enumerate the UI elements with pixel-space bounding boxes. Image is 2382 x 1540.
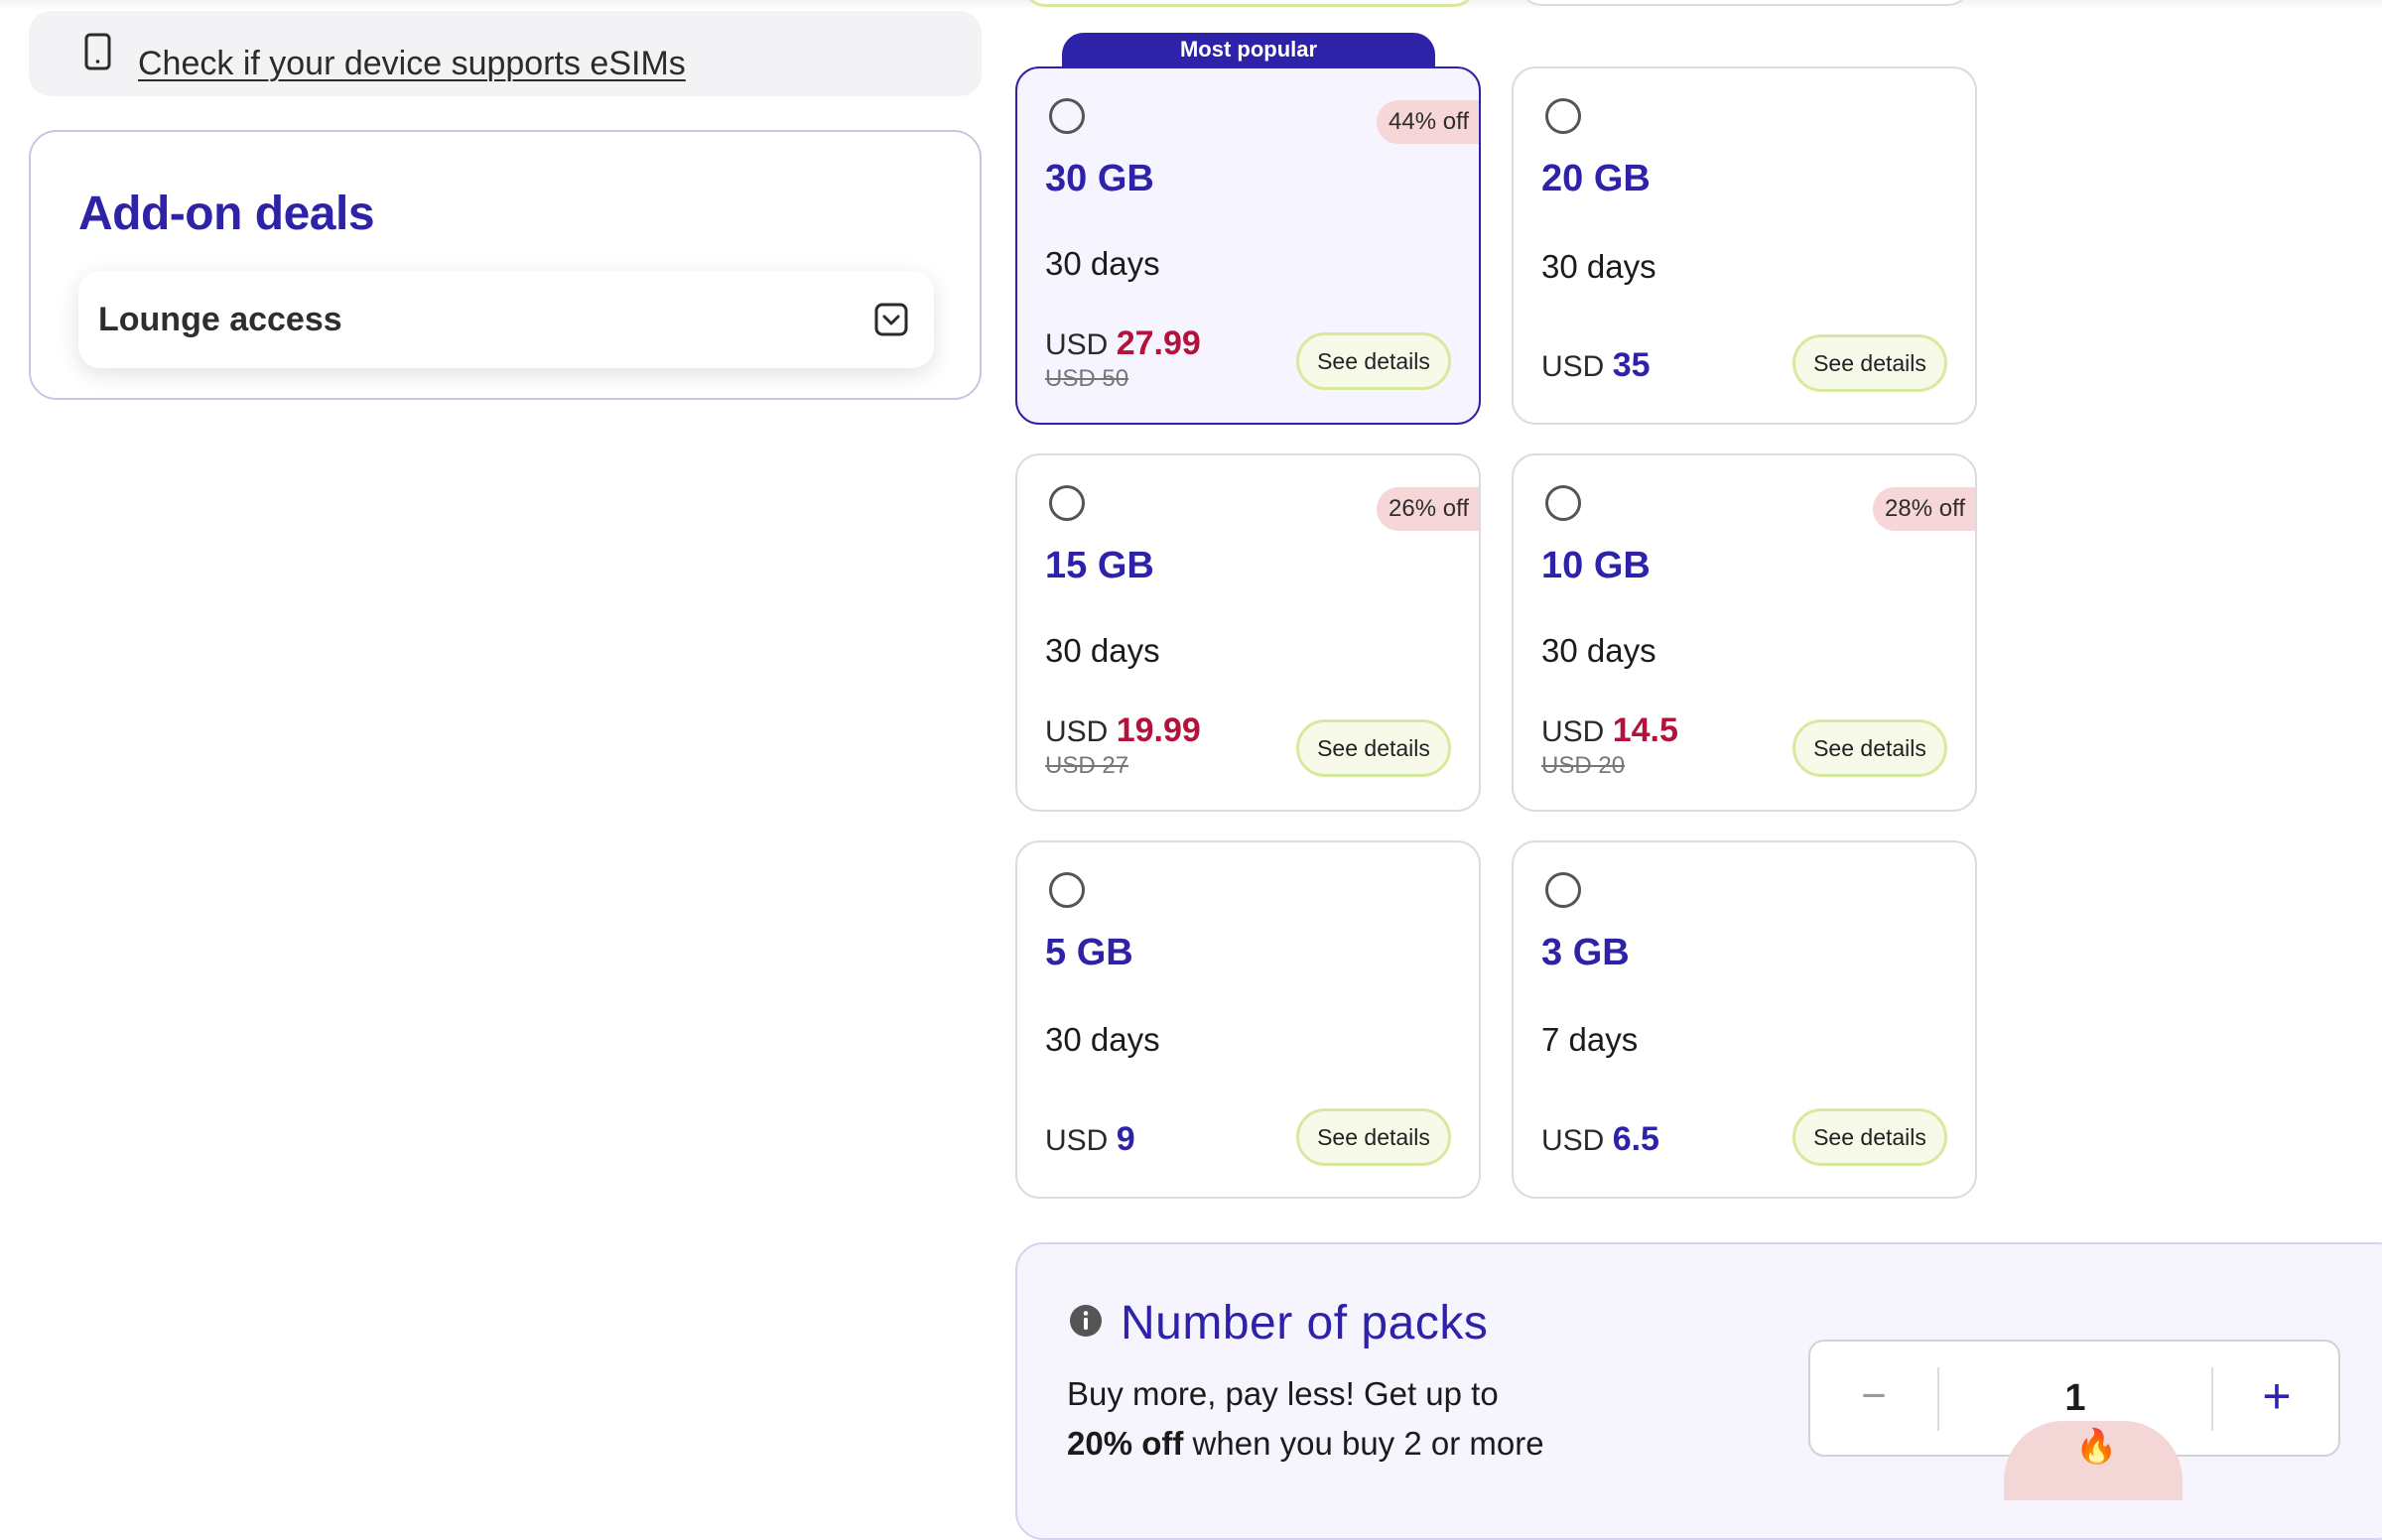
- plan-card[interactable]: 28% off 10 GB 30 days USD 14.5 USD 20 Se…: [1512, 453, 1977, 812]
- addon-lounge-access[interactable]: Lounge access: [78, 271, 934, 368]
- plan-duration: 30 days: [1045, 245, 1160, 282]
- discount-badge: 44% off: [1377, 100, 1479, 144]
- discount-badge: 28% off: [1873, 487, 1975, 531]
- previous-card-edge: [1520, 0, 1970, 6]
- original-price: USD 27: [1045, 752, 1129, 779]
- packs-description: Buy more, pay less! Get up to 20% off wh…: [1067, 1369, 1623, 1469]
- packs-desc-bold: 20% off: [1067, 1425, 1184, 1462]
- see-details-button[interactable]: See details: [1792, 334, 1947, 392]
- plan-price: USD 35: [1541, 346, 1651, 385]
- price-currency: USD: [1541, 350, 1605, 383]
- packs-desc-lead: Buy more, pay less! Get up to: [1067, 1375, 1499, 1412]
- plan-radio[interactable]: [1545, 485, 1581, 521]
- addon-deals-title: Add-on deals: [78, 188, 375, 240]
- plan-data: 10 GB: [1541, 545, 1651, 586]
- plan-radio[interactable]: [1049, 98, 1085, 134]
- price-currency: USD: [1541, 715, 1605, 748]
- plan-card[interactable]: Most popular 44% off 30 GB 30 days USD 2…: [1015, 33, 1481, 425]
- plan-data: 15 GB: [1045, 545, 1154, 586]
- plan-price: USD 9: [1045, 1120, 1135, 1159]
- see-details-button[interactable]: See details: [1792, 719, 1947, 777]
- chevron-down-icon[interactable]: [874, 303, 908, 336]
- price-amount: 6.5: [1612, 1120, 1659, 1158]
- plan-data: 20 GB: [1541, 158, 1651, 199]
- original-price: USD 50: [1045, 365, 1129, 392]
- plan-data: 30 GB: [1045, 158, 1154, 199]
- previous-card-edge: [1023, 0, 1476, 7]
- price-currency: USD: [1045, 328, 1109, 361]
- price-currency: USD: [1045, 715, 1109, 748]
- plan-duration: 30 days: [1541, 632, 1656, 669]
- discount-badge: 26% off: [1377, 487, 1479, 531]
- plan-radio[interactable]: [1545, 872, 1581, 908]
- plan-duration: 30 days: [1541, 248, 1656, 285]
- increment-button[interactable]: +: [2262, 1368, 2292, 1424]
- addon-label: Lounge access: [98, 301, 342, 338]
- original-price: USD 20: [1541, 752, 1626, 779]
- plan-card[interactable]: 5 GB 30 days USD 9 See details: [1015, 840, 1481, 1199]
- plan-radio[interactable]: [1545, 98, 1581, 134]
- divider: [1937, 1367, 1939, 1431]
- quantity-value[interactable]: 1: [2064, 1377, 2086, 1419]
- see-details-button[interactable]: See details: [1296, 332, 1451, 390]
- plan-duration: 30 days: [1045, 1021, 1160, 1058]
- plan-price: USD 27.99 USD 50: [1045, 324, 1201, 393]
- esim-check-link[interactable]: Check if your device supports eSIMs: [138, 45, 686, 82]
- price-amount: 35: [1612, 346, 1651, 384]
- plan-duration: 7 days: [1541, 1021, 1639, 1058]
- most-popular-ribbon: Most popular: [1062, 33, 1435, 66]
- addon-deals-panel: Add-on deals Lounge access: [29, 130, 982, 400]
- price-amount: 19.99: [1116, 711, 1201, 749]
- see-details-button[interactable]: See details: [1296, 1108, 1451, 1166]
- plan-card[interactable]: 20 GB 30 days USD 35 See details: [1512, 66, 1977, 425]
- fire-badge: 🔥: [2004, 1421, 2183, 1500]
- plan-card[interactable]: 26% off 15 GB 30 days USD 19.99 USD 27 S…: [1015, 453, 1481, 812]
- plan-data: 3 GB: [1541, 932, 1630, 973]
- decrement-button[interactable]: −: [1861, 1371, 1887, 1420]
- fire-icon: 🔥: [2075, 1428, 2118, 1466]
- info-icon[interactable]: [1069, 1304, 1103, 1338]
- price-amount: 27.99: [1116, 324, 1201, 362]
- phone-icon: [84, 33, 111, 70]
- plan-card[interactable]: 3 GB 7 days USD 6.5 See details: [1512, 840, 1977, 1199]
- plan-duration: 30 days: [1045, 632, 1160, 669]
- plan-data: 5 GB: [1045, 932, 1133, 973]
- esim-check-bar[interactable]: Check if your device supports eSIMs: [29, 11, 982, 96]
- price-amount: 9: [1116, 1120, 1135, 1158]
- price-amount: 14.5: [1612, 711, 1678, 749]
- price-currency: USD: [1045, 1124, 1109, 1157]
- see-details-button[interactable]: See details: [1296, 719, 1451, 777]
- packs-title: Number of packs: [1121, 1297, 1489, 1349]
- plan-radio[interactable]: [1049, 485, 1085, 521]
- packs-desc-tail: when you buy 2 or more: [1192, 1425, 1544, 1462]
- plan-radio[interactable]: [1049, 872, 1085, 908]
- divider: [2211, 1367, 2213, 1431]
- plan-price: USD 14.5 USD 20: [1541, 711, 1678, 780]
- plan-price: USD 6.5: [1541, 1120, 1659, 1159]
- see-details-button[interactable]: See details: [1792, 1108, 1947, 1166]
- plan-price: USD 19.99 USD 27: [1045, 711, 1201, 780]
- price-currency: USD: [1541, 1124, 1605, 1157]
